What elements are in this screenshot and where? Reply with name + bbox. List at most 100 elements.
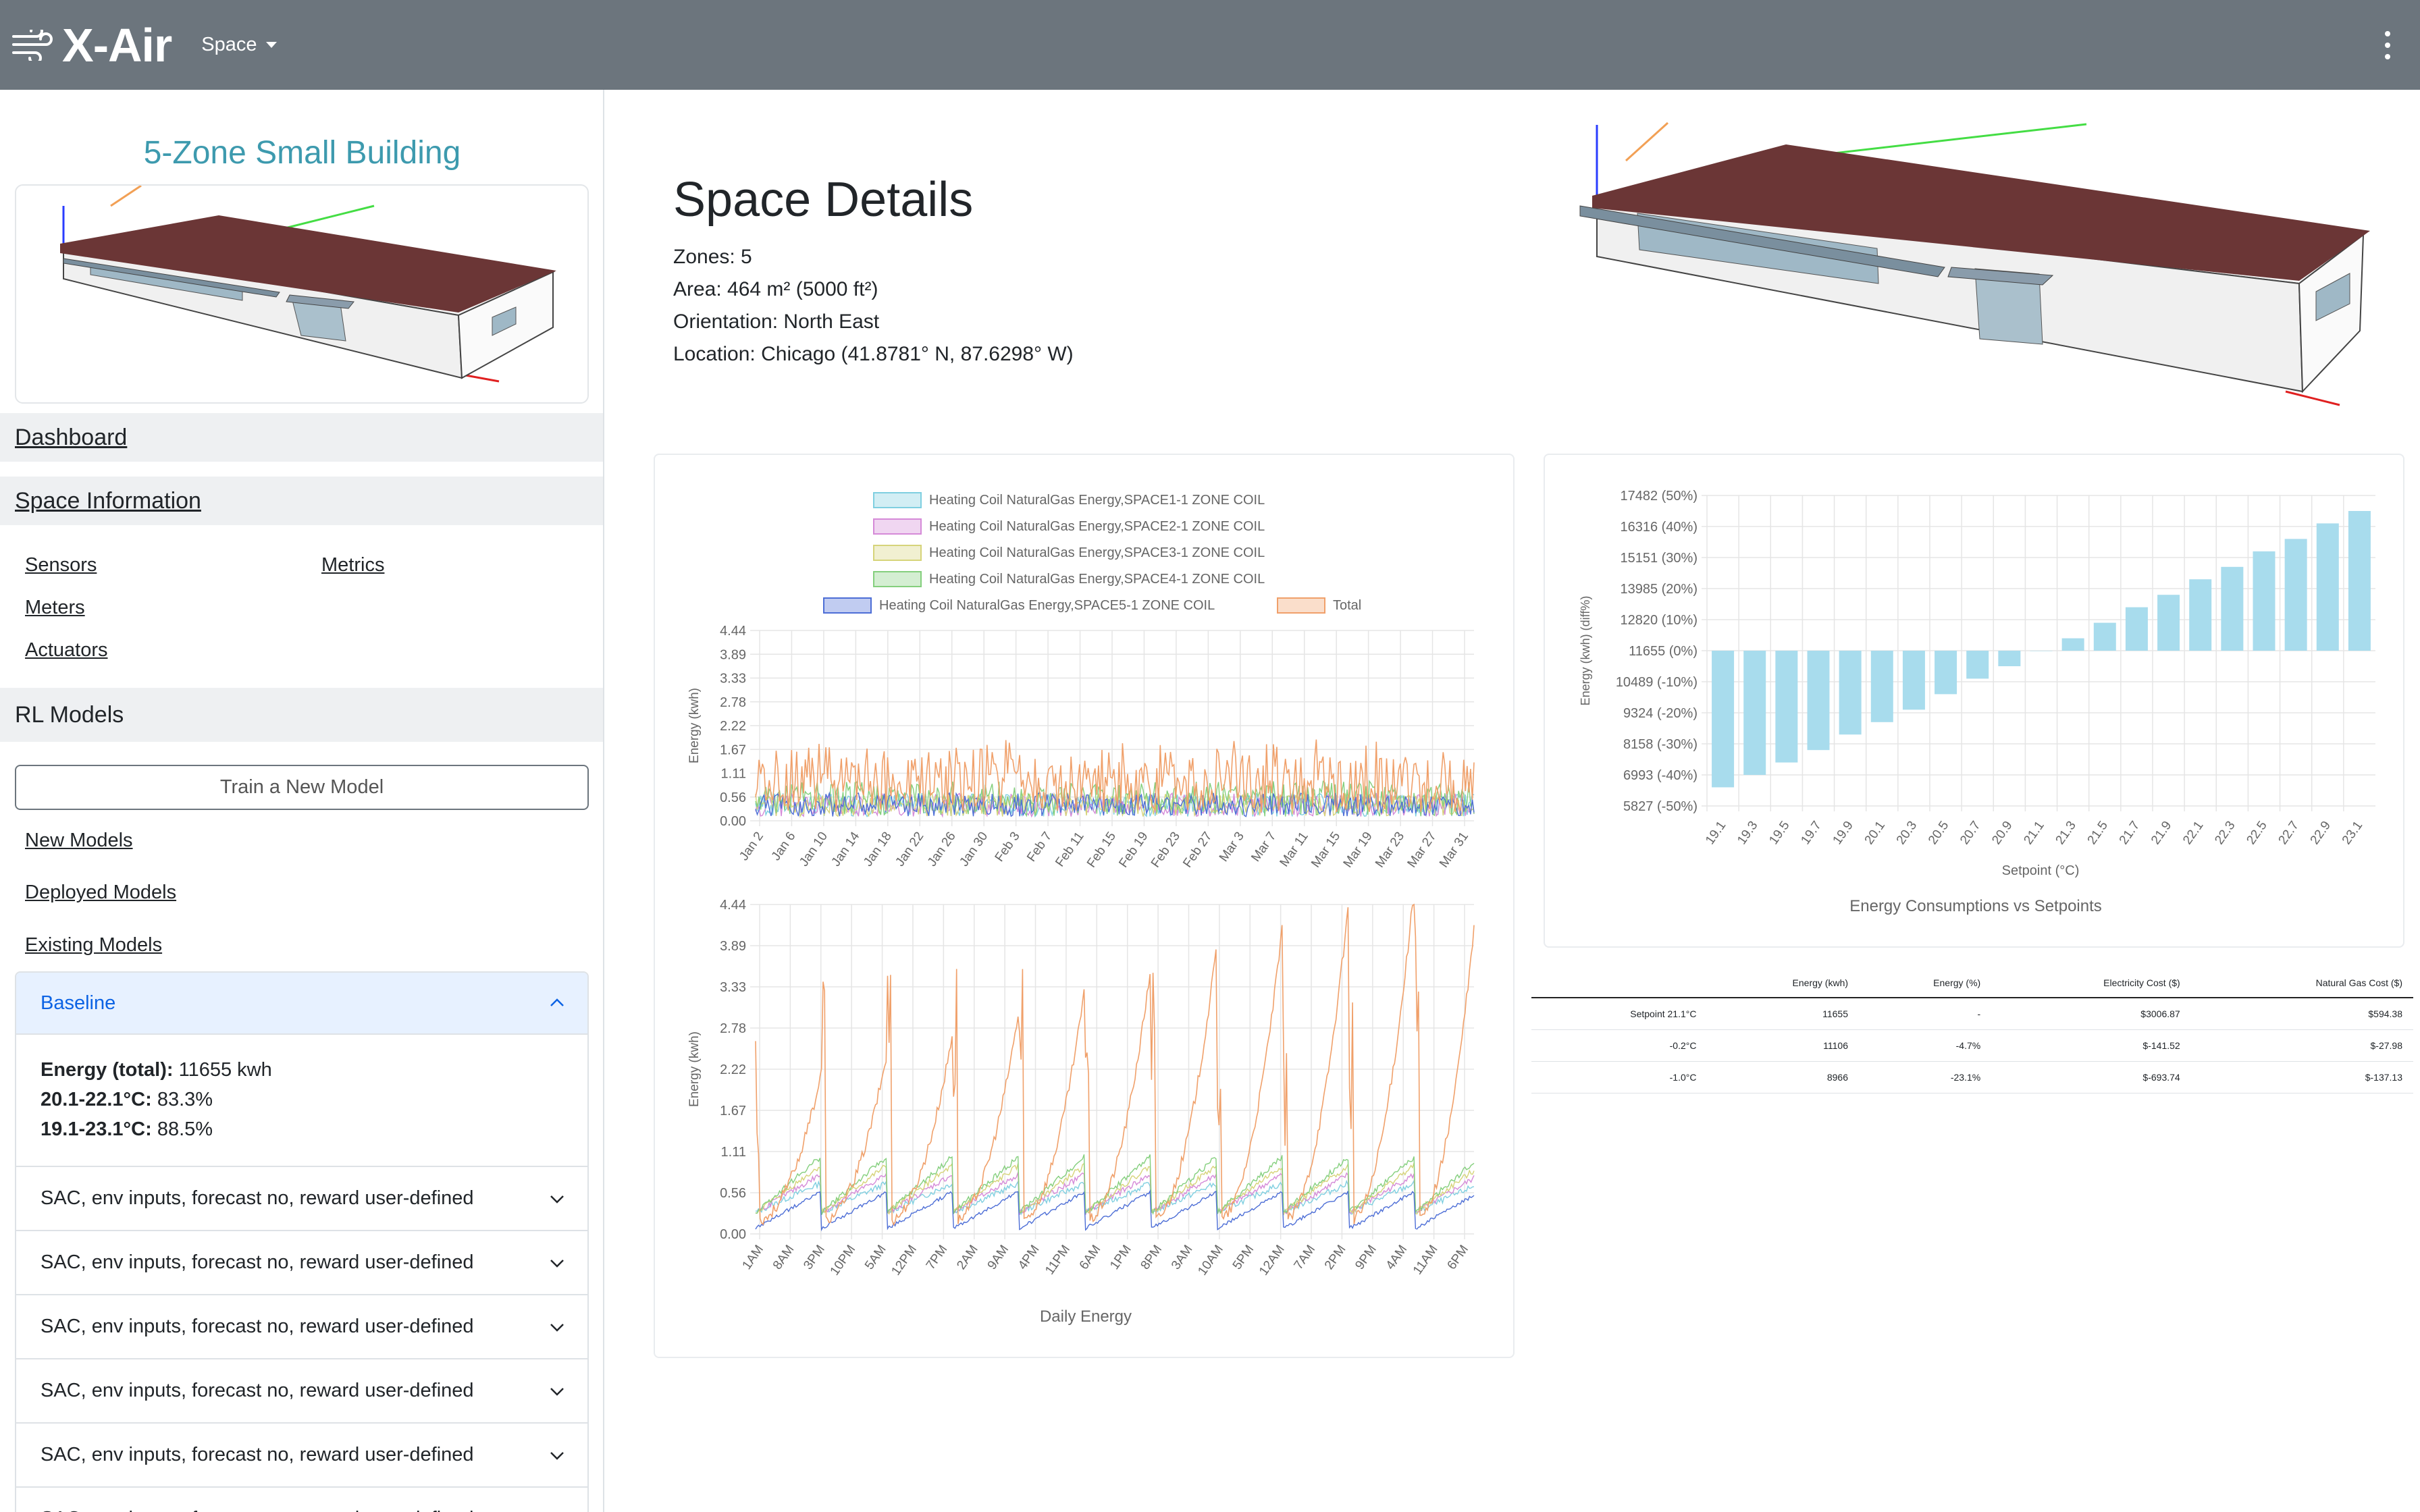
dashboard-link[interactable]: Dashboard bbox=[15, 424, 128, 450]
meters-link[interactable]: Meters bbox=[25, 597, 85, 618]
bar[interactable] bbox=[2189, 579, 2212, 651]
models-accordion: Baseline Energy (total): 11655 kwh 20.1-… bbox=[15, 971, 589, 1512]
x-tick-label: 22.9 bbox=[2308, 819, 2334, 847]
y-tick-label: 0.56 bbox=[720, 790, 746, 805]
sidebar: 5-Zone Small Building Dashboard Space In… bbox=[0, 90, 604, 1512]
x-tick-label: 2AM bbox=[954, 1243, 981, 1272]
table-header: Energy (kwh) bbox=[1707, 968, 1860, 998]
bar[interactable] bbox=[2284, 539, 2307, 651]
bar[interactable] bbox=[1966, 651, 1989, 679]
more-options-icon[interactable] bbox=[2381, 31, 2394, 59]
wind-icon bbox=[12, 29, 53, 61]
sensors-link[interactable]: Sensors bbox=[25, 554, 97, 576]
orientation-text: Orientation: North East bbox=[673, 310, 880, 333]
y-tick-label: 8158 (-30%) bbox=[1623, 737, 1698, 752]
bar[interactable] bbox=[2348, 511, 2371, 651]
model-title: SAC, env inputs, forecast no, reward use… bbox=[41, 1316, 474, 1337]
table-cell: - bbox=[1859, 998, 1992, 1030]
zones-text: Zones: 5 bbox=[673, 246, 752, 268]
space-information-link[interactable]: Space Information bbox=[15, 487, 201, 514]
model-accordion-item[interactable]: SAC, env inputs, forecast no, reward use… bbox=[16, 1295, 587, 1359]
model-accordion-item[interactable]: SAC, env inputs, forecast no, reward use… bbox=[16, 1167, 587, 1231]
x-tick-label: Mar 23 bbox=[1373, 830, 1407, 870]
series-line bbox=[755, 903, 1475, 1226]
x-tick-label: 12PM bbox=[889, 1243, 920, 1278]
chevron-down-icon bbox=[550, 1195, 564, 1204]
model-accordion-item[interactable]: SAC, env inputs, forecast no, reward use… bbox=[16, 1488, 587, 1512]
x-tick-label: 19.5 bbox=[1766, 819, 1792, 847]
existing-models-link[interactable]: Existing Models bbox=[25, 934, 163, 956]
dashboard-section: Dashboard bbox=[0, 413, 603, 462]
legend-label: Total bbox=[1333, 598, 1361, 613]
table-cell: 8966 bbox=[1707, 1061, 1860, 1094]
brand-logo[interactable]: X-Air bbox=[12, 18, 172, 72]
series-line bbox=[755, 1189, 1475, 1232]
model-accordion-item[interactable]: SAC, env inputs, forecast no, reward use… bbox=[16, 1359, 587, 1424]
model-title: SAC, env inputs, forecast no, reward use… bbox=[41, 1251, 474, 1273]
x-tick-label: Jan 10 bbox=[797, 830, 831, 869]
bar[interactable] bbox=[1870, 651, 1893, 722]
space-information-section: Space Information bbox=[0, 477, 603, 525]
train-new-model-button[interactable]: Train a New Model bbox=[15, 765, 589, 810]
x-tick-label: Mar 31 bbox=[1437, 830, 1471, 870]
bar[interactable] bbox=[2061, 638, 2084, 651]
x-tick-label: Jan 26 bbox=[925, 830, 959, 869]
new-models-link[interactable]: New Models bbox=[25, 830, 133, 851]
legend-swatch bbox=[873, 571, 922, 587]
x-tick-label: Mar 3 bbox=[1217, 830, 1247, 865]
bar[interactable] bbox=[1807, 651, 1830, 751]
bar[interactable] bbox=[1839, 651, 1862, 735]
bar[interactable] bbox=[2125, 607, 2148, 651]
deployed-models-link[interactable]: Deployed Models bbox=[25, 882, 177, 903]
bar[interactable] bbox=[2157, 595, 2180, 651]
x-tick-label: Mar 27 bbox=[1405, 830, 1440, 870]
legend-label: Heating Coil NaturalGas Energy,SPACE2-1 … bbox=[929, 519, 1265, 534]
table-cell: $-27.98 bbox=[2190, 1029, 2413, 1062]
chevron-down-icon bbox=[550, 1323, 564, 1332]
y-tick-label: 2.78 bbox=[720, 1021, 746, 1036]
space-details: Space Details Zones: 5 Area: 464 m² (500… bbox=[673, 172, 1074, 371]
series-line bbox=[755, 739, 1475, 813]
actuators-link[interactable]: Actuators bbox=[25, 639, 108, 661]
x-tick-label: 21.9 bbox=[2149, 819, 2174, 847]
baseline-accordion-header[interactable]: Baseline bbox=[16, 973, 587, 1035]
building-3d-model[interactable] bbox=[1567, 115, 2390, 412]
x-tick-label: Jan 18 bbox=[861, 830, 895, 869]
x-tick-label: 8PM bbox=[1138, 1243, 1165, 1272]
y-tick-label: 1.67 bbox=[720, 742, 746, 757]
y-tick-label: 1.67 bbox=[720, 1104, 746, 1118]
space-dropdown[interactable]: Space bbox=[201, 34, 278, 56]
model-accordion-item[interactable]: SAC, env inputs, forecast no, reward use… bbox=[16, 1231, 587, 1295]
bar[interactable] bbox=[1775, 651, 1798, 763]
bar[interactable] bbox=[1935, 651, 1957, 695]
x-tick-label: Jan 22 bbox=[893, 830, 926, 869]
x-tick-label: 22.5 bbox=[2244, 819, 2269, 847]
bar[interactable] bbox=[2316, 523, 2339, 651]
metrics-link[interactable]: Metrics bbox=[321, 554, 385, 576]
bar[interactable] bbox=[2093, 622, 2116, 651]
model-accordion-item[interactable]: SAC, env inputs, forecast no, reward use… bbox=[16, 1424, 587, 1488]
legend-swatch bbox=[873, 545, 922, 561]
bar[interactable] bbox=[1902, 651, 1925, 710]
x-tick-label: Mar 19 bbox=[1341, 830, 1375, 870]
energy-total-value: 11655 kwh bbox=[178, 1059, 272, 1081]
chevron-down-icon bbox=[550, 1451, 564, 1460]
x-tick-label: 4PM bbox=[1016, 1243, 1043, 1272]
y-tick-label: 6993 (-40%) bbox=[1623, 768, 1698, 783]
bar[interactable] bbox=[1998, 651, 2021, 666]
table-row: Setpoint 21.1°C 11655- $3006.87 $594.38 bbox=[1531, 998, 2413, 1030]
x-tick-label: 20.1 bbox=[1862, 819, 1888, 847]
bar[interactable] bbox=[1712, 651, 1735, 788]
x-tick-label: 22.3 bbox=[2212, 819, 2238, 847]
bar[interactable] bbox=[2253, 551, 2276, 651]
bar[interactable] bbox=[1743, 651, 1766, 775]
table-cell: 11106 bbox=[1707, 1029, 1860, 1062]
bar[interactable] bbox=[2221, 566, 2244, 651]
top-navbar: X-Air Space bbox=[0, 0, 2420, 90]
building-thumbnail[interactable] bbox=[15, 184, 589, 404]
baseline-details: Energy (total): 11655 kwh 20.1-22.1°C: 8… bbox=[16, 1035, 587, 1167]
x-tick-label: 3PM bbox=[801, 1243, 828, 1272]
x-tick-label: 6AM bbox=[1077, 1243, 1104, 1272]
series-line bbox=[755, 780, 1475, 817]
x-tick-label: 6PM bbox=[1444, 1243, 1471, 1272]
